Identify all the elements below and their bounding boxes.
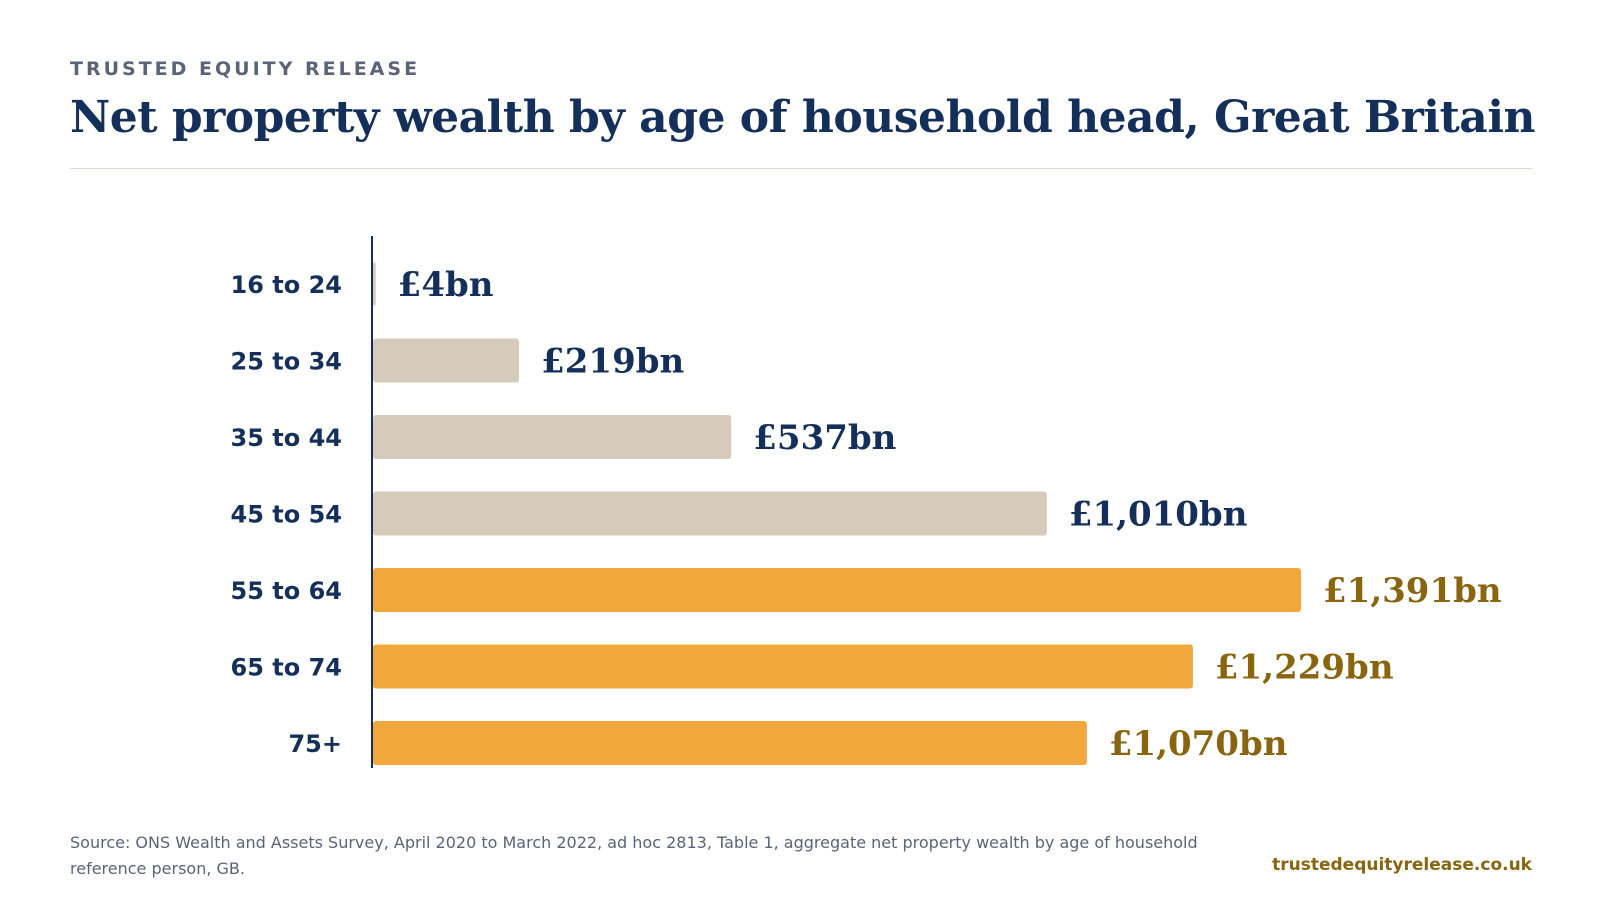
bar bbox=[373, 721, 1087, 765]
category-label: 35 to 44 bbox=[231, 424, 342, 452]
site-link[interactable]: trustedequityrelease.co.uk bbox=[1272, 855, 1532, 875]
category-label: 65 to 74 bbox=[231, 654, 342, 682]
bar bbox=[373, 568, 1301, 612]
value-label: £537bn bbox=[753, 418, 896, 458]
category-label: 16 to 24 bbox=[231, 271, 342, 299]
value-label: £4bn bbox=[398, 265, 494, 305]
source-note: Source: ONS Wealth and Assets Survey, Ap… bbox=[70, 833, 1198, 878]
value-label: £1,010bn bbox=[1069, 495, 1248, 535]
bar bbox=[373, 491, 1047, 536]
title-divider bbox=[70, 168, 1532, 169]
category-label: 75+ bbox=[288, 730, 342, 758]
category-label: 55 to 64 bbox=[231, 577, 342, 605]
chart-title: Net property wealth by age of household … bbox=[70, 92, 1536, 143]
bar bbox=[373, 644, 1193, 689]
bar bbox=[373, 262, 376, 306]
category-label: 25 to 34 bbox=[231, 348, 342, 376]
bar bbox=[373, 338, 520, 383]
bar bbox=[373, 415, 732, 459]
value-label: £219bn bbox=[541, 342, 684, 382]
value-label: £1,229bn bbox=[1215, 648, 1394, 688]
brand-label: TRUSTED EQUITY RELEASE bbox=[70, 58, 421, 80]
value-label: £1,070bn bbox=[1109, 724, 1288, 764]
value-label: £1,391bn bbox=[1323, 571, 1502, 611]
category-label: 45 to 54 bbox=[231, 501, 342, 529]
bar-chart: 16 to 24 £4bn 25 to 34 £219bn 35 to 44 £537bn… bbox=[231, 236, 1502, 768]
